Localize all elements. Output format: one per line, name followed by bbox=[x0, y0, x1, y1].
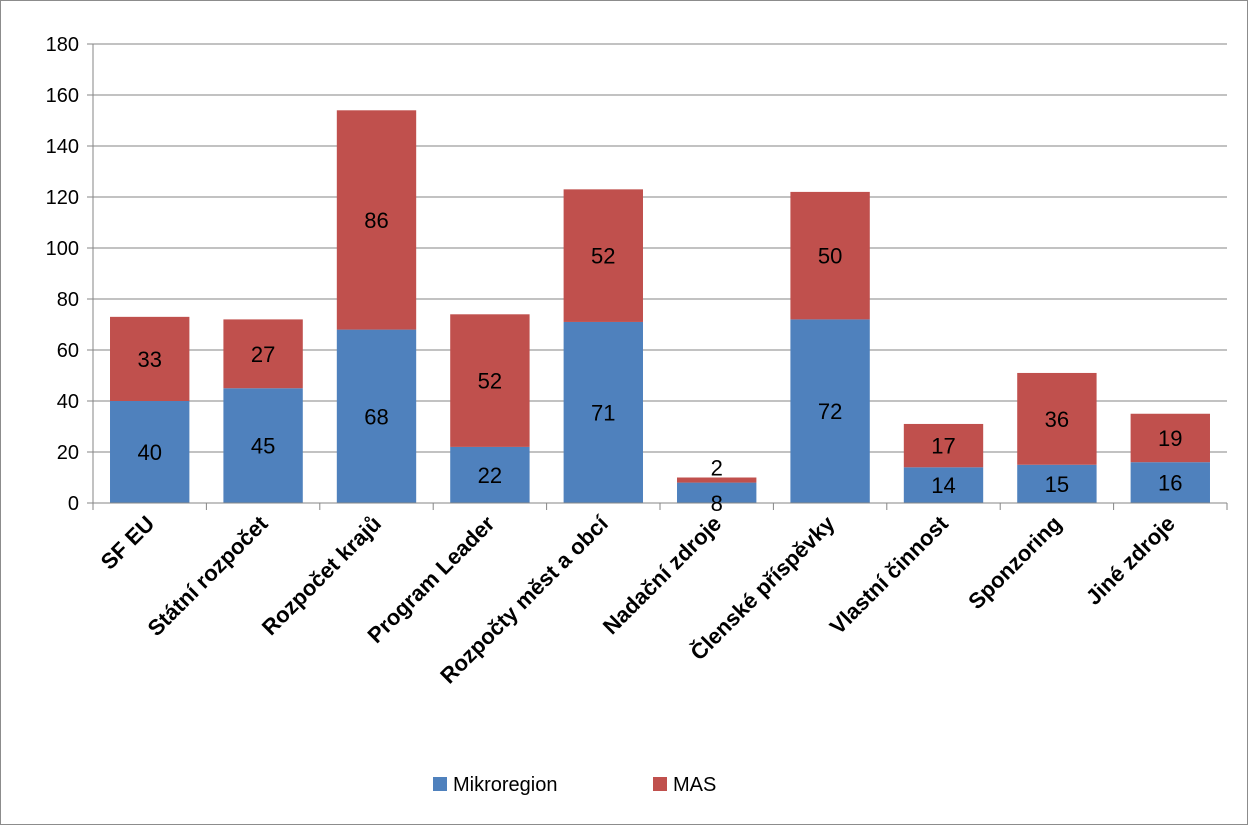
bar-mas-9 bbox=[1130, 413, 1210, 463]
bar-mas-1 bbox=[223, 319, 303, 389]
bar-mikroregion-6 bbox=[790, 319, 870, 503]
bar-mas-2 bbox=[336, 110, 417, 330]
data-label: 52 bbox=[478, 369, 502, 394]
category-label: Nadační zdroje bbox=[598, 511, 726, 639]
bar-mas-7 bbox=[903, 423, 984, 468]
y-tick-label: 120 bbox=[46, 187, 79, 209]
bar-mikroregion-3 bbox=[450, 446, 530, 503]
bar-mas-3 bbox=[450, 314, 530, 447]
category-label: Rozpočet krajů bbox=[257, 511, 386, 640]
data-label: 27 bbox=[251, 342, 275, 367]
y-tick-label: 100 bbox=[46, 238, 79, 260]
y-tick-label: 0 bbox=[68, 493, 79, 515]
bar-mikroregion-0 bbox=[110, 401, 190, 503]
data-label: 22 bbox=[478, 463, 502, 488]
data-label: 40 bbox=[137, 440, 161, 465]
data-labels: 40 33 45 27 68 86 22 52 71 52 8 2 72 50 14 17 15 36 16 19 bbox=[137, 208, 1182, 516]
legend: Mikroregion MAS bbox=[433, 774, 716, 796]
data-label: 36 bbox=[1045, 407, 1069, 432]
data-label: 50 bbox=[818, 244, 842, 269]
category-label: Sponzoring bbox=[963, 511, 1066, 614]
legend-swatch-mikroregion bbox=[433, 777, 447, 791]
y-tick-label: 180 bbox=[46, 34, 79, 56]
data-label: 19 bbox=[1158, 426, 1182, 451]
y-tick-label: 20 bbox=[57, 442, 79, 464]
bar-mikroregion-8 bbox=[1017, 464, 1097, 503]
y-tick-label: 160 bbox=[46, 85, 79, 107]
data-label: 68 bbox=[364, 404, 388, 429]
bar-mas-6 bbox=[790, 191, 870, 320]
y-tick-label: 60 bbox=[57, 340, 79, 362]
data-label: 45 bbox=[251, 434, 275, 459]
bar-mikroregion-4 bbox=[563, 321, 643, 503]
bar-mikroregion-5 bbox=[677, 482, 757, 503]
data-label: 15 bbox=[1045, 472, 1069, 497]
y-tick-label: 140 bbox=[46, 136, 79, 158]
legend-swatch-mas bbox=[653, 777, 667, 791]
y-tick-label: 40 bbox=[57, 391, 79, 413]
data-label: 52 bbox=[591, 244, 615, 269]
data-label: 86 bbox=[364, 208, 388, 233]
bar-mas-5 bbox=[677, 477, 757, 483]
category-label: Jiné zdroje bbox=[1081, 511, 1180, 610]
bar-mikroregion-2 bbox=[336, 329, 417, 503]
data-label: 14 bbox=[931, 473, 955, 498]
data-label: 8 bbox=[711, 491, 723, 516]
data-label: 2 bbox=[711, 456, 723, 481]
y-tick-label: 80 bbox=[57, 289, 79, 311]
data-label: 72 bbox=[818, 399, 842, 424]
legend-label-mikroregion: Mikroregion bbox=[453, 774, 557, 796]
bars bbox=[110, 110, 1210, 503]
bar-mas-8 bbox=[1017, 372, 1097, 465]
data-label: 71 bbox=[591, 400, 615, 425]
category-label: SF EU bbox=[96, 511, 159, 574]
bar-mikroregion-1 bbox=[223, 388, 303, 503]
category-label: Vlastní činnost bbox=[825, 510, 954, 639]
category-label: Státní rozpočet bbox=[143, 510, 274, 641]
data-label: 17 bbox=[931, 434, 955, 459]
bar-mikroregion-7 bbox=[903, 467, 984, 503]
data-label: 33 bbox=[137, 347, 161, 372]
legend-label-mas: MAS bbox=[673, 774, 716, 796]
bar-mas-4 bbox=[563, 189, 643, 322]
bar-mikroregion-9 bbox=[1130, 462, 1210, 503]
bar-mas-0 bbox=[110, 316, 190, 401]
data-label: 16 bbox=[1158, 471, 1182, 496]
